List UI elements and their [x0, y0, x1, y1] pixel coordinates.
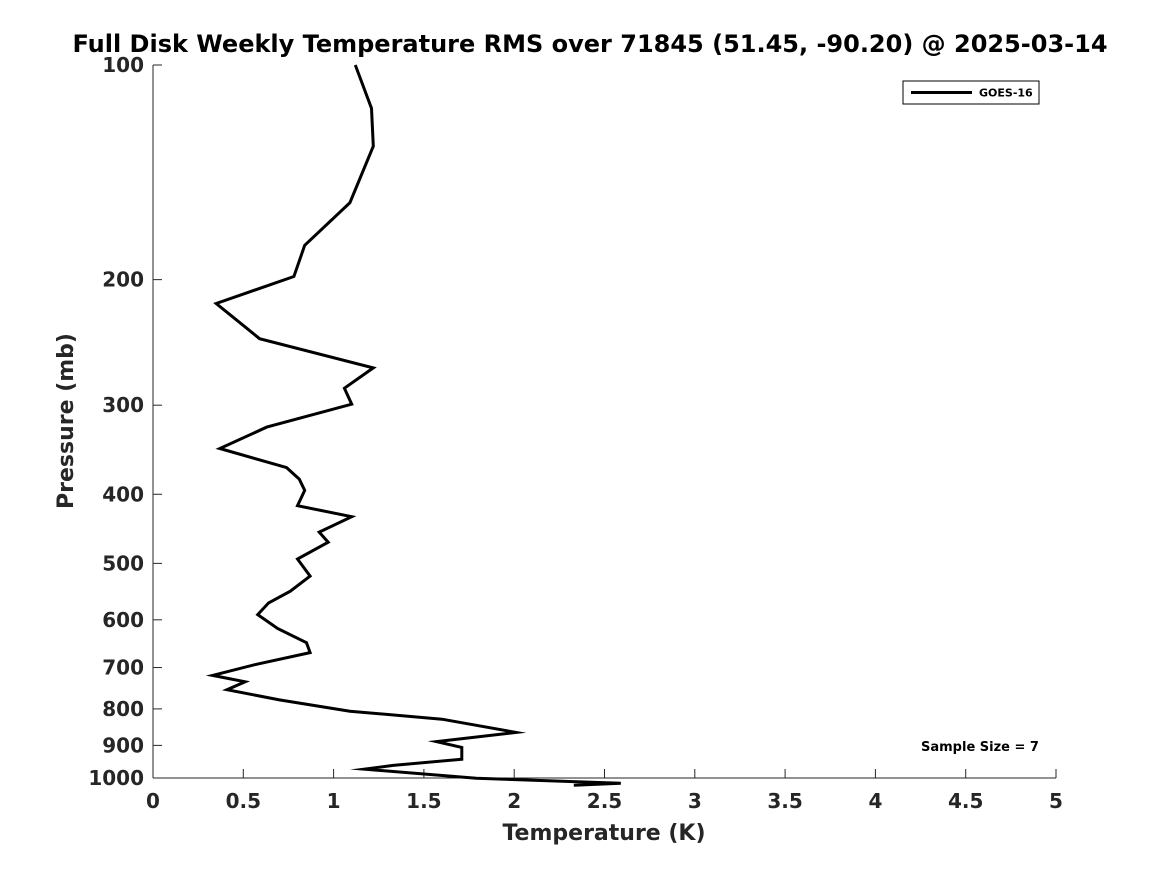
x-tick-label: 0: [146, 789, 160, 813]
axes: 0 0.5 1 1.5 2 2.5 3 3.5 4 4.5 5 100 200 300 400 500 600 7…: [88, 53, 1063, 813]
chart-title: Full Disk Weekly Temperature RMS over 71…: [72, 30, 1107, 58]
x-tick-label: 2.5: [587, 789, 622, 813]
y-tick-label: 100: [102, 53, 144, 77]
x-tick-label: 4.5: [948, 789, 983, 813]
x-tick-label: 0.5: [226, 789, 261, 813]
series-line-goes-16: [205, 64, 621, 787]
y-tick-label: 900: [102, 733, 144, 757]
y-tick-label: 800: [102, 697, 144, 721]
legend: GOES-16: [902, 80, 1040, 105]
y-axis-label: Pressure (mb): [54, 333, 79, 509]
x-tick-label: 2: [507, 789, 521, 813]
x-tick-label: 5: [1049, 789, 1063, 813]
y-tick-label: 1000: [88, 766, 144, 790]
x-tick-label: 1.5: [406, 789, 441, 813]
x-tick-label: 3: [688, 789, 702, 813]
x-tick-label: 1: [327, 789, 341, 813]
y-tick-label: 700: [102, 656, 144, 680]
x-axis-label: Temperature (K): [502, 821, 705, 846]
x-tick-label: 3.5: [767, 789, 802, 813]
y-tick-label: 600: [102, 608, 144, 632]
y-tick-label: 500: [102, 551, 144, 575]
x-tick-label: 4: [868, 789, 882, 813]
y-tick-label: 400: [102, 482, 144, 506]
y-tick-label: 300: [102, 393, 144, 417]
y-tick-label: 200: [102, 268, 144, 292]
series-group: [205, 64, 621, 787]
sample-size-note: Sample Size = 7: [921, 740, 1039, 755]
legend-label-goes-16: GOES-16: [979, 87, 1033, 100]
